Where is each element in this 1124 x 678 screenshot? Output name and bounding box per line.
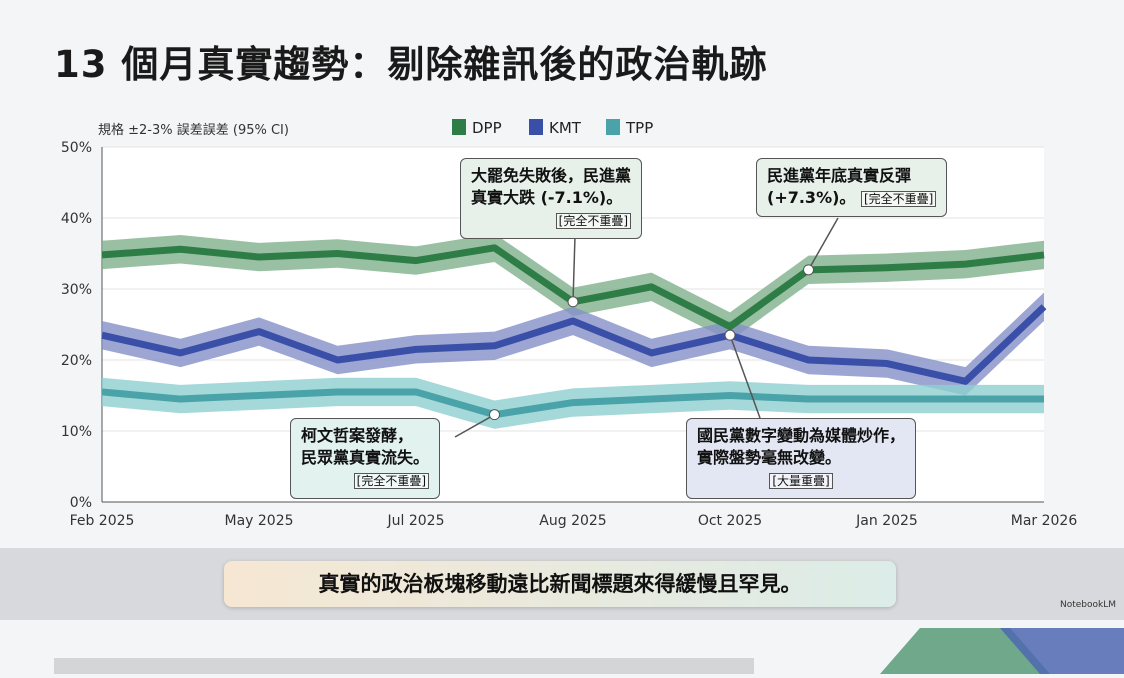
annotation-text: 實際盤勢毫無改變。	[697, 447, 905, 469]
legend-swatch-dpp	[452, 119, 466, 135]
next-slide-preview	[0, 628, 1124, 674]
brand-label: NotebookLM	[1060, 600, 1116, 610]
y-tick-label: 10%	[61, 424, 92, 440]
highlight-marker	[725, 330, 735, 340]
x-tick-label: Jan 2025	[855, 513, 918, 529]
x-tick-label: Jul 2025	[387, 513, 445, 529]
trend-chart: 0% 10% 20% 30% 40% 50% Feb 2025 May 2025 Jul 202…	[0, 0, 1124, 540]
annotation-dpp-drop: 大罷免失敗後，民進黨 真實大跌 (-7.1%)。 [完全不重疊]	[460, 158, 642, 239]
legend-swatch-tpp	[606, 119, 620, 135]
y-tick-label: 50%	[61, 140, 92, 156]
annotation-kmt-noise: 國民黨數字變動為媒體炒作， 實際盤勢毫無改變。 [大量重疊]	[686, 418, 916, 499]
highlight-marker	[490, 410, 500, 420]
annotation-text: (+7.3%)。	[767, 188, 855, 207]
overlap-tag: [大量重疊]	[769, 473, 832, 489]
highlight-marker	[568, 297, 578, 307]
overlap-tag: [完全不重疊]	[354, 473, 429, 489]
y-tick-label: 40%	[61, 211, 92, 227]
x-tick-label: May 2025	[224, 513, 293, 529]
annotation-text: 大罷免失敗後，民進黨	[471, 165, 631, 187]
legend-label-kmt: KMT	[549, 119, 582, 137]
annotation-tpp-loss: 柯文哲案發酵， 民眾黨真實流失。 [完全不重疊]	[290, 418, 440, 499]
annotation-text: 真實大跌 (-7.1%)。	[471, 187, 631, 209]
annotation-text: 民進黨年底真實反彈	[767, 165, 936, 187]
decorative-hexagons	[0, 628, 1124, 674]
overlap-tag: [完全不重疊]	[556, 213, 631, 229]
ci-note: 規格 ±2-3% 誤差誤差 (95% CI)	[98, 122, 289, 138]
highlight-marker	[804, 265, 814, 275]
legend-label-tpp: TPP	[625, 119, 653, 137]
annotation-dpp-rebound: 民進黨年底真實反彈 (+7.3%)。 [完全不重疊]	[756, 158, 947, 217]
overlap-tag: [完全不重疊]	[861, 191, 936, 207]
y-tick-label: 20%	[61, 353, 92, 369]
annotation-text: 國民黨數字變動為媒體炒作，	[697, 425, 905, 447]
legend-swatch-kmt	[529, 119, 543, 135]
annotation-text: 柯文哲案發酵，	[301, 425, 429, 447]
legend-label-dpp: DPP	[472, 119, 502, 137]
y-tick-label: 30%	[61, 282, 92, 298]
x-tick-label: Feb 2025	[70, 513, 135, 529]
x-tick-label: Oct 2025	[698, 513, 762, 529]
annotation-text: 民眾黨真實流失。	[301, 447, 429, 469]
takeaway-banner: 真實的政治板塊移動遠比新聞標題來得緩慢且罕見。	[224, 561, 896, 607]
x-tick-label: Mar 2026	[1011, 513, 1078, 529]
y-tick-label: 0%	[70, 495, 92, 511]
x-tick-label: Aug 2025	[539, 513, 606, 529]
